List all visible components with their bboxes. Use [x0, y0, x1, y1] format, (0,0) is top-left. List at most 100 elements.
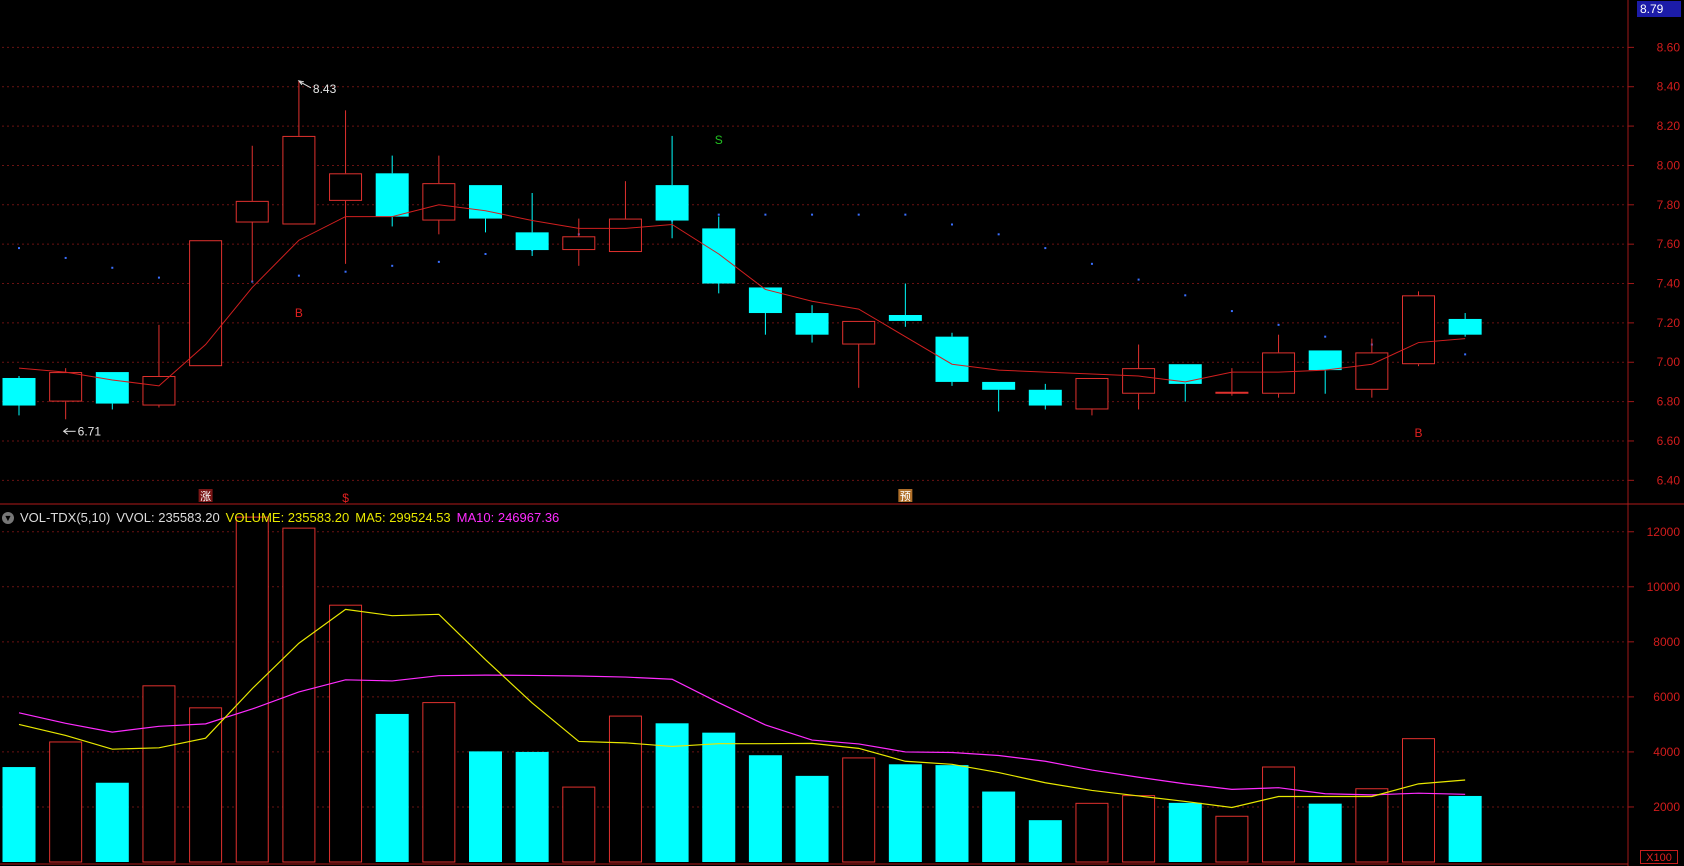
volume-unit-badge: X100 — [1640, 850, 1678, 864]
price-tick-label: 6.80 — [1657, 395, 1681, 409]
candle-body — [235, 200, 269, 223]
event-marker-box — [198, 489, 213, 502]
candle-body — [1122, 368, 1156, 394]
candle-body — [1355, 352, 1389, 390]
candle-body — [1262, 352, 1296, 394]
volume-bar-up — [1355, 788, 1389, 863]
chevron-down-icon[interactable]: ▼ — [2, 512, 14, 524]
indicator-dot — [1464, 353, 1467, 356]
volume-bar-down — [2, 767, 36, 862]
candle-down — [375, 155, 409, 227]
volume-bar-up — [608, 715, 642, 863]
indicator-dot — [764, 213, 767, 216]
candle-body — [329, 173, 363, 201]
candle-up — [189, 240, 223, 367]
indicator-dot — [1090, 262, 1093, 265]
ma10-line — [18, 674, 1466, 796]
high-arrow-icon — [299, 81, 312, 89]
candle-up — [49, 368, 83, 420]
price-ma-line — [18, 204, 1466, 387]
indicator-dot — [157, 276, 160, 279]
volume-bar-down — [1028, 820, 1062, 862]
candle-down — [702, 216, 736, 294]
candle-down — [1448, 313, 1482, 337]
candle-up — [329, 110, 363, 264]
price-tick-label: 7.20 — [1657, 316, 1681, 330]
high-price-label: 8.43 — [313, 82, 337, 96]
indicator-dot — [111, 266, 114, 269]
indicator-dot — [951, 223, 953, 226]
volume-bar-down — [748, 755, 782, 862]
candle-down — [982, 381, 1016, 412]
indicator-dot — [1324, 335, 1327, 338]
candle-body — [422, 183, 456, 221]
price-tick-label: 8.40 — [1657, 80, 1681, 94]
indicator-dot — [997, 233, 1000, 236]
event-marker-box — [898, 489, 913, 502]
candle-down — [888, 283, 922, 327]
volume-bar-down — [95, 782, 129, 862]
volume-bar-down — [1448, 795, 1482, 862]
volume-bar-down — [702, 732, 736, 862]
volume-bar-up — [142, 685, 176, 863]
candle-up — [562, 218, 596, 266]
volume-bar-up — [842, 757, 876, 863]
candle-up — [1355, 338, 1389, 398]
volume-bar-up — [329, 604, 363, 863]
volume-bar-up — [282, 527, 316, 863]
volume-bar-up — [422, 702, 456, 863]
candle-down — [935, 332, 969, 386]
volume-bar-down — [982, 791, 1016, 862]
signal-marker: S — [715, 133, 723, 147]
volume-bar-down — [655, 723, 689, 862]
candle-body — [655, 185, 689, 221]
volume-value: VOLUME: 235583.20 — [225, 510, 350, 525]
candle-body — [2, 377, 36, 406]
candle-body — [795, 313, 829, 335]
candle-body — [1168, 364, 1202, 384]
event-marker: 涨 — [200, 490, 211, 503]
indicator-dot — [18, 247, 20, 250]
candle-body — [375, 173, 409, 217]
volume-bar-up — [189, 707, 223, 863]
candle-body — [842, 320, 876, 345]
candle-up — [1075, 377, 1109, 416]
price-tick-label: 7.60 — [1657, 237, 1681, 251]
candle-down — [1168, 364, 1202, 402]
indicator-dot — [1044, 247, 1047, 250]
volume-bar-down — [795, 775, 829, 862]
candle-body — [888, 315, 922, 321]
price-tick-label: 6.40 — [1657, 473, 1681, 487]
candle-body — [189, 240, 223, 367]
candle-down — [469, 185, 502, 233]
indicator-name[interactable]: VOL-TDX(5,10) — [20, 510, 111, 525]
price-tick-label: 8.60 — [1657, 40, 1681, 54]
candle-body — [49, 372, 83, 402]
indicator-dot — [717, 213, 720, 216]
volume-bar-up — [1122, 795, 1156, 863]
indicator-dot — [1230, 310, 1233, 313]
high-arrow-icon — [297, 80, 304, 86]
candle-body — [1448, 318, 1482, 335]
volume-tick-label: 10000 — [1647, 580, 1681, 594]
vvol-value: VVOL: 235583.20 — [116, 510, 220, 525]
candle-up — [608, 181, 642, 253]
candle-down — [795, 305, 829, 343]
signal-marker: B — [1414, 426, 1422, 440]
volume-bar-down — [469, 751, 502, 862]
candle-down — [748, 287, 782, 335]
price-tick-label: 8.00 — [1657, 158, 1681, 172]
candle-down — [515, 192, 549, 256]
ma5-value: MA5: 299524.53 — [355, 510, 451, 525]
low-price-label: 6.71 — [78, 424, 102, 438]
candle-body — [515, 232, 549, 251]
candle-body — [1402, 295, 1435, 365]
volume-bar-down — [888, 764, 922, 862]
price-axis: 6.40 6.60 6.80 7.00 7.20 7.40 7.60 7.80 8.00 8.20… — [1628, 40, 1680, 814]
indicator-dot — [1184, 294, 1187, 297]
price-tick-label: 7.80 — [1657, 198, 1681, 212]
volume-legend: ▼ VOL-TDX(5,10) VVOL: 235583.20 VOLUME: 235… — [2, 509, 565, 527]
candle-down — [95, 372, 129, 410]
candle-down — [1308, 350, 1342, 394]
